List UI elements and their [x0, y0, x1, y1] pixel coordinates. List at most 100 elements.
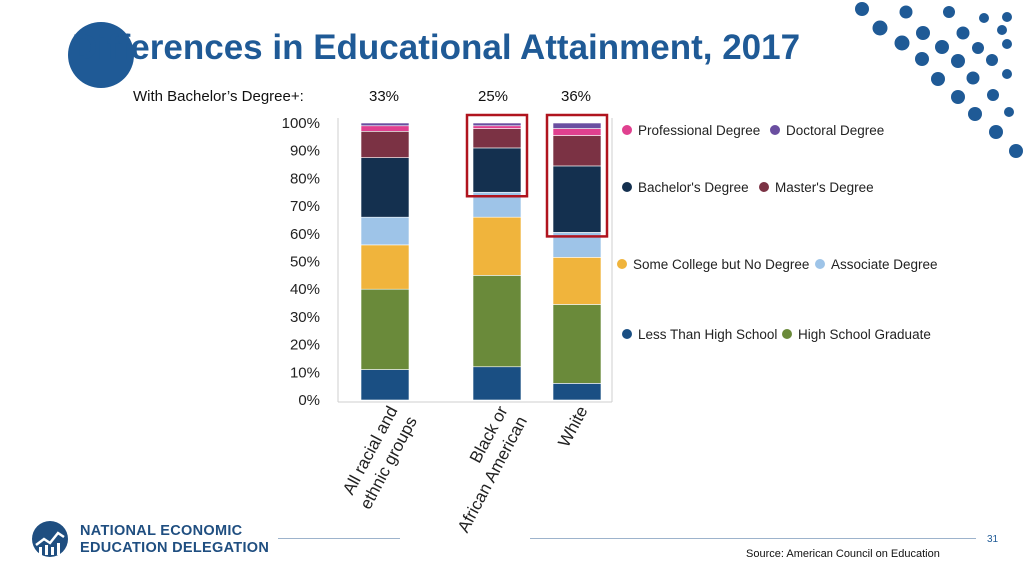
decorative-dot [855, 2, 869, 16]
legend-swatch [617, 259, 627, 269]
bar-segment [472, 128, 522, 149]
y-tick-label: 90% [290, 143, 320, 160]
decorative-dot [989, 125, 1003, 139]
title-accent-circle [68, 22, 134, 88]
bar-segment [360, 216, 410, 246]
bar-segment [552, 257, 602, 305]
decorative-dot [935, 40, 949, 54]
bachelor-pct-white: 36% [561, 88, 592, 105]
decorative-dot [968, 107, 982, 121]
decorative-dot [987, 89, 999, 101]
bar-segment [552, 135, 602, 167]
bar-segment [360, 125, 410, 132]
y-tick-label: 10% [290, 364, 320, 381]
legend-swatch [782, 329, 792, 339]
bar-segment [360, 157, 410, 218]
decorative-dot [915, 52, 929, 66]
bachelor-pct-all: 33% [369, 88, 400, 105]
legend-swatch [759, 182, 769, 192]
highlight-box [545, 113, 609, 238]
bar-segment [472, 275, 522, 368]
decorative-dot [1004, 107, 1014, 117]
chart-bars [360, 122, 602, 401]
y-axis-ticks: 0% 10% 20% 30% 40% 50% 60% 70% 80% 90% 100% [282, 115, 320, 409]
bar-segment [472, 122, 522, 127]
legend-swatch [622, 125, 632, 135]
logo-icon [32, 521, 68, 557]
y-tick-label: 100% [282, 115, 320, 132]
bachelor-pct-black: 25% [478, 88, 509, 105]
decorative-dot-pattern [855, 2, 1023, 158]
legend-label: High School Graduate [798, 327, 931, 342]
bar-segment [552, 383, 602, 401]
decorative-dot [931, 72, 945, 86]
page-number: 31 [987, 534, 999, 545]
chart-axes [337, 118, 613, 403]
decorative-dot [986, 54, 998, 66]
decorative-dot [956, 26, 970, 40]
highlight-boxes [465, 113, 609, 238]
bar-segment [360, 244, 410, 290]
decorative-dot [997, 25, 1007, 35]
bar-segment [472, 147, 522, 193]
y-tick-label: 50% [290, 254, 320, 271]
legend-swatch [622, 329, 632, 339]
legend-label: Bachelor's Degree [638, 180, 749, 195]
y-tick-label: 20% [290, 337, 320, 354]
decorative-dot [972, 42, 984, 54]
decorative-dot [894, 35, 910, 51]
legend-swatch [622, 182, 632, 192]
decorative-dot [1009, 144, 1023, 158]
decorative-dot [943, 6, 955, 18]
bar-segment [360, 369, 410, 401]
decorative-dot [951, 54, 965, 68]
bachelor-label: With Bachelor’s Degree+: [133, 88, 304, 105]
legend-label: Professional Degree [638, 123, 760, 138]
bar-segment [360, 131, 410, 158]
y-tick-label: 60% [290, 226, 320, 243]
highlight-box [465, 113, 529, 198]
y-tick-label: 40% [290, 281, 320, 298]
bar-segment [360, 122, 410, 127]
bar-segment [552, 122, 602, 129]
bar-segment [552, 304, 602, 384]
legend-label: Less Than High School [638, 327, 777, 342]
legend-swatch [815, 259, 825, 269]
decorative-dot [951, 90, 965, 104]
organization-logo-text: NATIONAL ECONOMIC EDUCATION DELEGATION [80, 523, 269, 557]
decorative-dot [899, 5, 913, 19]
y-tick-label: 0% [298, 392, 320, 409]
decorative-dot [1002, 69, 1012, 79]
y-tick-label: 70% [290, 198, 320, 215]
org-line-1: NATIONAL ECONOMIC [80, 523, 243, 539]
bar-segment [552, 165, 602, 233]
x-tick-label: White [554, 403, 591, 450]
source-note: Source: American Council on Education [746, 548, 940, 560]
decorative-dot [1002, 12, 1012, 22]
chart-legend: Professional Degree Doctoral Degree Bachel… [617, 123, 938, 342]
legend-label: Master's Degree [775, 180, 874, 195]
legend-swatch [770, 125, 780, 135]
y-tick-label: 30% [290, 309, 320, 326]
decorative-dot [1002, 39, 1012, 49]
bar-segment [472, 366, 522, 401]
org-line-2: EDUCATION DELEGATION [80, 540, 270, 556]
y-tick-label: 80% [290, 170, 320, 187]
x-tick-label-line: White [554, 403, 591, 450]
decorative-dot [979, 13, 989, 23]
decorative-dot [916, 26, 930, 40]
page-title: Differences in Educational Attainment, 2… [72, 28, 801, 67]
footer-divider-left [278, 538, 400, 539]
bar-segment [472, 216, 522, 276]
legend-label: Associate Degree [831, 257, 938, 272]
bar-segment [360, 288, 410, 370]
legend-label: Some College but No Degree [633, 257, 809, 272]
bar-segment [552, 128, 602, 136]
footer-divider-right [530, 538, 976, 539]
legend-label: Doctoral Degree [786, 123, 884, 138]
decorative-dot [966, 71, 980, 85]
